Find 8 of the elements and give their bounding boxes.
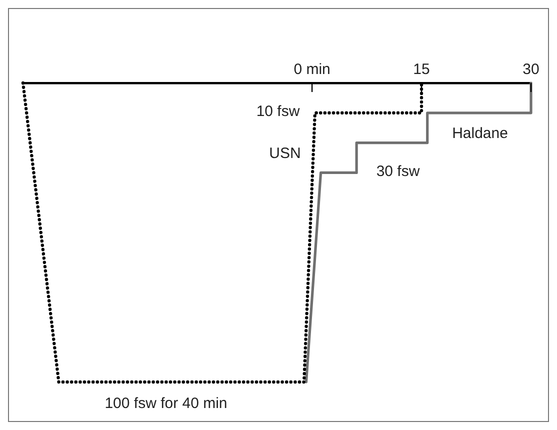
series-label: Haldane	[452, 125, 508, 142]
annotation: 30 fsw	[376, 163, 420, 180]
text: 100 fsw for 40 min	[104, 395, 228, 412]
x-tick-label: 15	[413, 61, 430, 78]
series-label: USN	[269, 145, 301, 162]
x-tick-label: 30	[522, 61, 540, 78]
x-tick-label: 0 min	[294, 61, 330, 78]
annotation: 10 fsw	[256, 103, 300, 120]
